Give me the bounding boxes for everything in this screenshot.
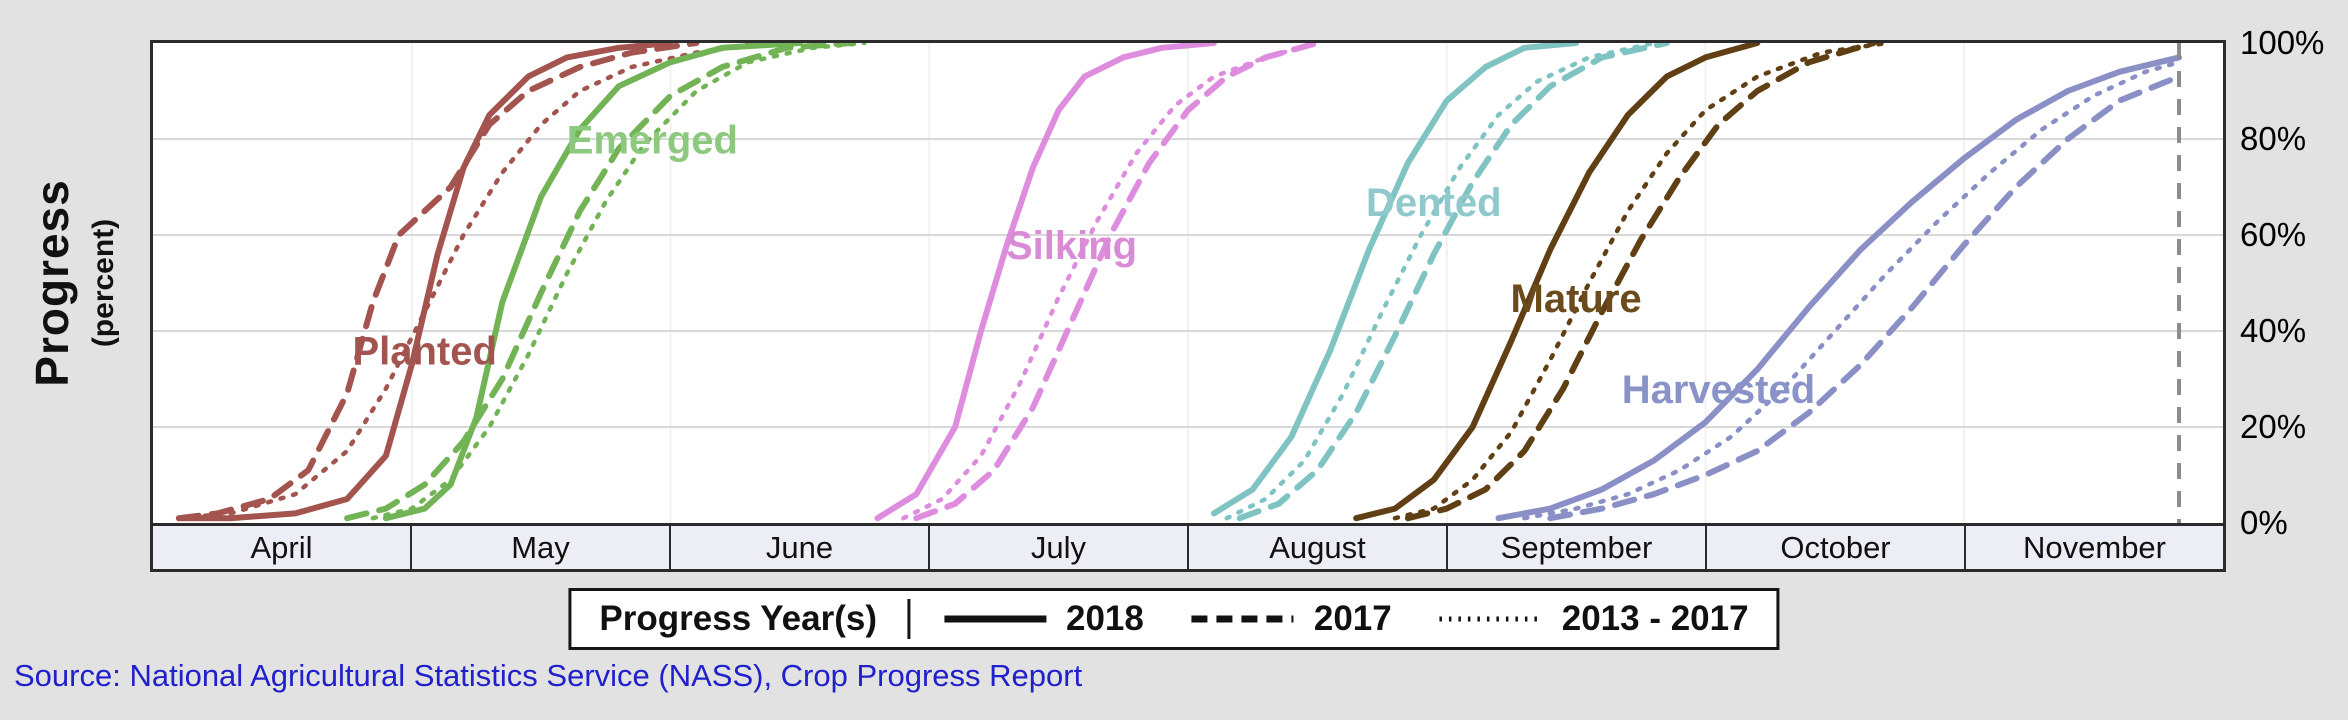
plot-frame: Planted Emerged Silking Dented Mature Harvest… bbox=[150, 40, 2226, 572]
month-label-september: September bbox=[1448, 526, 1707, 569]
mature-2018-line bbox=[1353, 43, 1761, 522]
legend-title: Progress Year(s) bbox=[599, 599, 877, 638]
month-label-july: July bbox=[930, 526, 1189, 569]
silking-label: Silking bbox=[1006, 224, 1137, 268]
planted-label: Planted bbox=[352, 330, 496, 374]
emerged-label: Emerged bbox=[567, 118, 738, 162]
dented-label: Dented bbox=[1366, 181, 1502, 225]
dented-2018-line bbox=[1210, 43, 1580, 517]
legend-item-dashed: 2017 bbox=[1188, 599, 1392, 639]
planted-2013-2017-line bbox=[176, 43, 764, 521]
emerged-2013-2017-line bbox=[370, 43, 867, 521]
y-axis-title: Progress bbox=[26, 179, 78, 387]
y-tick-100: 100% bbox=[2240, 24, 2325, 61]
silking-2017-line bbox=[913, 43, 1321, 522]
mature-label: Mature bbox=[1511, 277, 1642, 321]
legend-item-label: 2018 bbox=[1066, 599, 1144, 638]
harvested-2017-line bbox=[1547, 73, 2182, 522]
month-label-august: August bbox=[1189, 526, 1448, 569]
dented-2017-line bbox=[1236, 43, 1670, 522]
silking-2013-2017-line bbox=[901, 43, 1320, 521]
legend: Progress Year(s) 2018 2017 2013 - 2017 bbox=[568, 588, 1780, 650]
dented-2013-2017-line bbox=[1224, 43, 1657, 521]
harvested-label: Harvested bbox=[1622, 368, 1815, 412]
month-label-june: June bbox=[671, 526, 930, 569]
legend-item-dotted: 2013 - 2017 bbox=[1436, 599, 1749, 639]
y-tick-40: 40% bbox=[2240, 312, 2307, 349]
silking-2018-line bbox=[874, 43, 1217, 522]
y-tick-80: 80% bbox=[2240, 120, 2307, 157]
legend-item-label: 2017 bbox=[1313, 599, 1392, 638]
planted-2018-line bbox=[175, 43, 674, 522]
progress-chart-plot: Planted Emerged Silking Dented Mature Harvest… bbox=[153, 43, 2223, 523]
month-label-october: October bbox=[1707, 526, 1966, 569]
mature-2013-2017-line bbox=[1392, 43, 1889, 521]
planted-2017-line bbox=[175, 43, 700, 522]
month-label-november: November bbox=[2023, 529, 2166, 565]
month-label-may: May bbox=[412, 526, 671, 569]
y-tick-20: 20% bbox=[2240, 408, 2307, 445]
legend-divider bbox=[907, 599, 910, 639]
y-axis-subtitle: (percent) bbox=[87, 218, 120, 348]
month-label-april: April bbox=[153, 526, 412, 569]
legend-dashed-line-sample bbox=[1191, 615, 1294, 623]
emerged-2018-line bbox=[382, 43, 803, 522]
legend-item-label: 2013 - 2017 bbox=[1561, 599, 1749, 638]
month-axis: April May June July August September October No… bbox=[153, 523, 2223, 569]
y-tick-60: 60% bbox=[2240, 216, 2307, 253]
harvested-2018-line bbox=[1495, 54, 2182, 522]
legend-items: 2018 2017 2013 - 2017 bbox=[940, 599, 1749, 639]
legend-item-solid: 2018 bbox=[940, 599, 1144, 639]
emerged-2017-line bbox=[344, 43, 855, 522]
source-citation: Source: National Agricultural Statistics… bbox=[14, 658, 1083, 693]
harvested-2013-2017-line bbox=[1522, 59, 2182, 521]
mature-2017-line bbox=[1404, 43, 1877, 522]
y-tick-0: 0% bbox=[2240, 504, 2288, 541]
legend-dotted-line-sample bbox=[1439, 616, 1542, 622]
legend-solid-line-sample bbox=[944, 615, 1046, 623]
